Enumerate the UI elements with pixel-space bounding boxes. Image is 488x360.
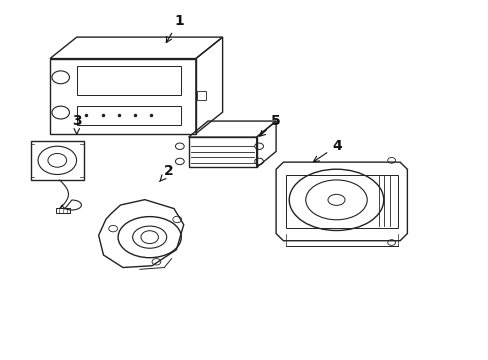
Text: 2: 2 <box>159 164 174 181</box>
Text: 3: 3 <box>72 114 81 134</box>
Text: 1: 1 <box>166 14 183 42</box>
Text: 5: 5 <box>259 114 281 136</box>
Text: 4: 4 <box>313 139 341 162</box>
